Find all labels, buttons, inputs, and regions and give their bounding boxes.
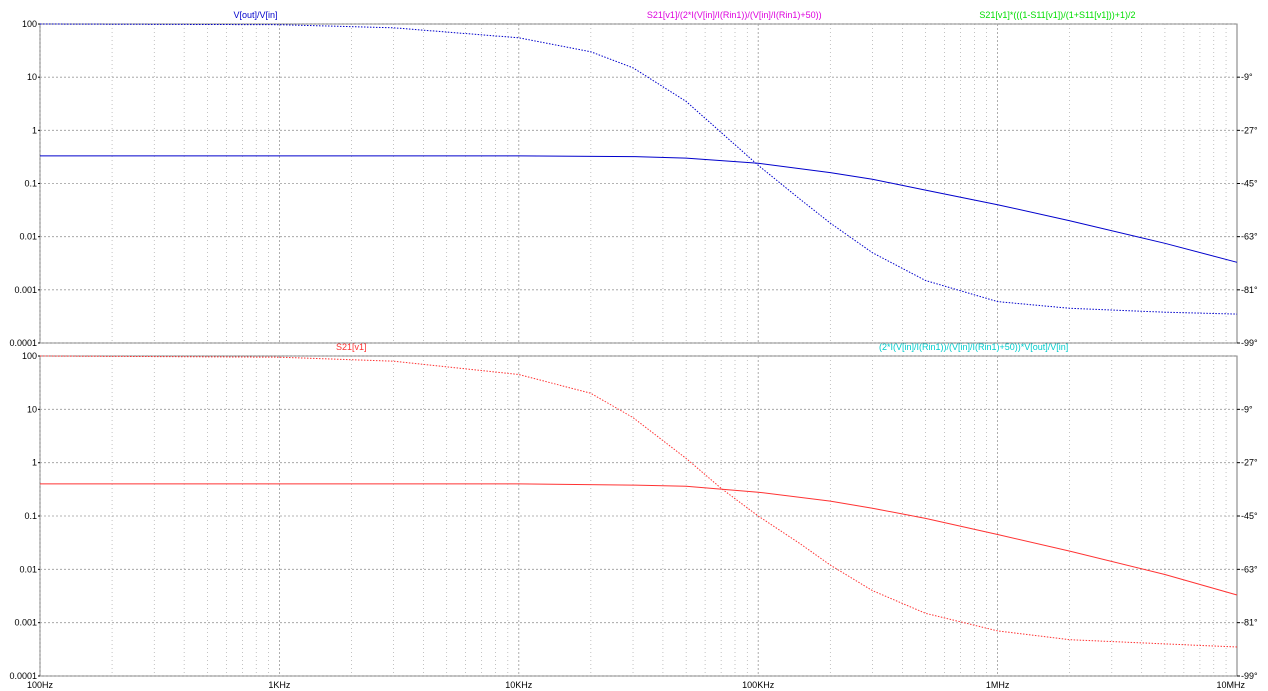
y-tick-label: 0.1 [24, 179, 37, 189]
y2-tick-label: -99° [1241, 338, 1258, 348]
x-tick-label: 1KHz [268, 680, 291, 690]
x-tick-label: 1MHz [986, 680, 1010, 690]
y2-tick-label: -9° [1241, 72, 1253, 82]
y-tick-label: 100 [22, 19, 37, 29]
x-tick-label: 10MHz [1216, 680, 1245, 690]
trace-title-label: S21[v1] [336, 342, 367, 352]
y2-tick-label: -99° [1241, 671, 1258, 681]
y2-tick-label: -63° [1241, 564, 1258, 574]
trace-title-label: S21[v1]/(2*I(V[in]/I(Rin1))/(V[in]/I(Rin… [647, 10, 822, 20]
x-tick-label: 10KHz [505, 680, 533, 690]
y-tick-label: 0.001 [14, 285, 37, 295]
y-tick-label: 0.1 [24, 511, 37, 521]
y-tick-label: 10 [27, 404, 37, 414]
x-tick-label: 100Hz [27, 680, 54, 690]
dotted-trace-2 [39, 355, 1238, 648]
y2-tick-label: -27° [1241, 125, 1258, 135]
y-tick-label: 0.0001 [9, 338, 37, 348]
x-tick-label: 100KHz [742, 680, 775, 690]
solid-trace-2 [40, 483, 1238, 596]
y2-tick-label: -45° [1241, 179, 1258, 189]
y2-tick-label: -27° [1241, 458, 1258, 468]
y-tick-label: 1 [32, 125, 37, 135]
y-tick-label: 0.0001 [9, 671, 37, 681]
trace-title-label: (2*I(V[in]/I(Rin1))/(V[in]/I(Rin1)+50))*… [879, 342, 1068, 352]
trace-title-label: V[out]/V[in] [233, 10, 277, 20]
y2-tick-label: -81° [1241, 285, 1258, 295]
y-tick-label: 0.01 [19, 232, 37, 242]
y-tick-label: 10 [27, 72, 37, 82]
trace-title-label: S21[v1]*(((1-S11[v1])/(1+S11[v1]))+1)/2 [979, 10, 1135, 20]
y-tick-label: 0.01 [19, 564, 37, 574]
dotted-trace-1 [39, 23, 1238, 315]
pane-2: 100 10 1 0.1 0.01 0.001 0.0001 -9° -27° -45° -63° -… [9, 342, 1258, 690]
y-tick-label: 1 [32, 458, 37, 468]
y2-tick-label: -81° [1241, 618, 1258, 628]
y2-tick-label: -9° [1241, 404, 1253, 414]
solid-trace-1 [40, 155, 1238, 263]
pane-1: 100 10 1 0.1 0.01 0.001 0.0001 -9° -27° -45° -63° -… [9, 10, 1258, 348]
y-tick-label: 0.001 [14, 618, 37, 628]
y2-tick-label: -63° [1241, 232, 1258, 242]
y2-tick-label: -45° [1241, 511, 1258, 521]
y-tick-label: 100 [22, 351, 37, 361]
